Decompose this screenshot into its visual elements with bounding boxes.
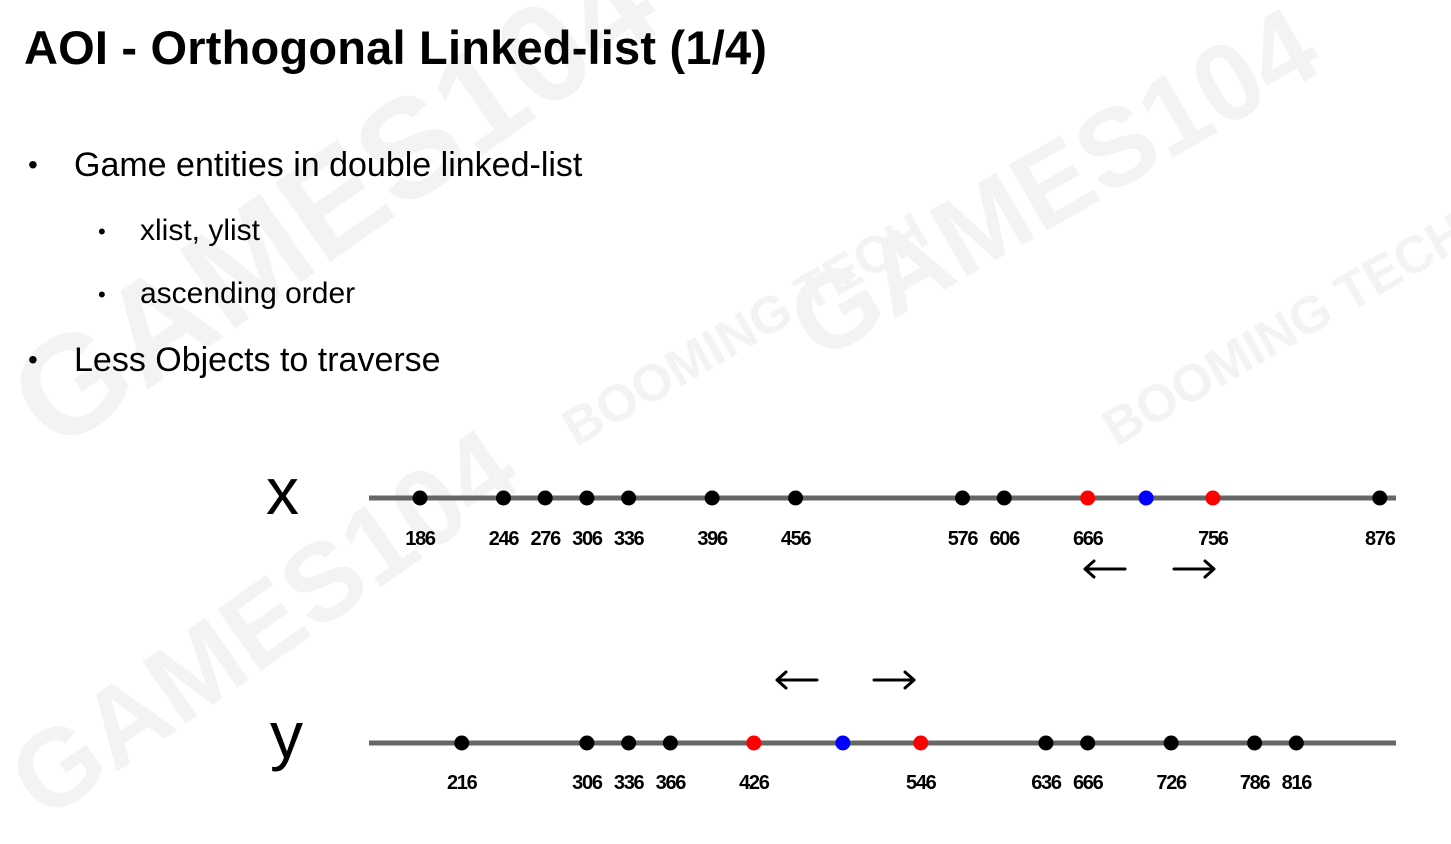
x-node-396: [704, 490, 720, 506]
x-node-606: [996, 490, 1012, 506]
bullet-dot-icon: •: [28, 344, 38, 375]
y-node-786: [1247, 735, 1263, 751]
bullet-dot-icon: •: [28, 149, 38, 180]
y-node-816: [1288, 735, 1304, 751]
bullet-dot-icon: •: [98, 219, 106, 244]
x-node-label-336: 336: [614, 528, 645, 550]
bullet-text: Less Objects to traverse: [74, 341, 441, 379]
x-node-label-246: 246: [489, 528, 520, 550]
x-node-label-666: 666: [1073, 528, 1104, 550]
x-node-576: [954, 490, 970, 506]
y-node-label-636: 636: [1031, 772, 1062, 794]
bullet-text: xlist, ylist: [140, 214, 260, 247]
orthogonal-linked-list-diagram: x 186 246 276 306 336 396 456 576 606 666 756 876 y 21…: [266, 454, 1397, 794]
x-node-label-456: 456: [781, 528, 812, 550]
slide-title: AOI - Orthogonal Linked-list (1/4): [24, 21, 768, 74]
x-node-label-306: 306: [572, 528, 603, 550]
x-node-label-576: 576: [948, 528, 979, 550]
x-arrow-right-icon: [1172, 559, 1216, 579]
y-node-366: [662, 735, 678, 751]
x-node-666: [1080, 490, 1096, 506]
x-node-label-276: 276: [530, 528, 561, 550]
x-node-756: [1205, 490, 1221, 506]
y-node-label-306: 306: [572, 772, 603, 794]
bullet-text: ascending order: [140, 277, 356, 310]
x-arrow-left-icon: [1083, 559, 1127, 579]
x-node-label-606: 606: [989, 528, 1020, 550]
y-node-label-816: 816: [1282, 772, 1313, 794]
y-node-726: [1163, 735, 1179, 751]
y-node-label-666: 666: [1073, 772, 1104, 794]
x-node-label-876: 876: [1365, 528, 1396, 550]
y-node-336: [621, 735, 637, 751]
x-node-center: [1138, 490, 1154, 506]
y-node-426: [746, 735, 762, 751]
y-node-label-726: 726: [1156, 772, 1187, 794]
bullet-text: Game entities in double linked-list: [74, 146, 583, 184]
y-node-306: [579, 735, 595, 751]
x-node-label-396: 396: [697, 528, 728, 550]
y-node-label-786: 786: [1240, 772, 1271, 794]
x-node-246: [495, 490, 511, 506]
y-node-label-426: 426: [739, 772, 770, 794]
y-node-216: [454, 735, 470, 751]
x-node-label-186: 186: [405, 528, 436, 550]
x-node-label-756: 756: [1198, 528, 1229, 550]
x-node-876: [1372, 490, 1388, 506]
y-axis-letter: y: [270, 698, 303, 772]
y-node-label-216: 216: [447, 772, 478, 794]
x-node-336: [621, 490, 637, 506]
x-node-186: [412, 490, 428, 506]
y-node-label-366: 366: [656, 772, 687, 794]
y-arrow-right-icon: [872, 670, 916, 690]
y-node-666: [1080, 735, 1096, 751]
x-node-276: [537, 490, 553, 506]
x-axis-letter: x: [266, 454, 299, 528]
y-node-center: [835, 735, 851, 751]
bullet-dot-icon: •: [98, 282, 106, 307]
y-node-label-546: 546: [906, 772, 937, 794]
y-node-label-336: 336: [614, 772, 645, 794]
x-node-456: [788, 490, 804, 506]
y-arrow-left-icon: [775, 670, 819, 690]
y-node-546: [913, 735, 929, 751]
x-node-306: [579, 490, 595, 506]
y-node-636: [1038, 735, 1054, 751]
